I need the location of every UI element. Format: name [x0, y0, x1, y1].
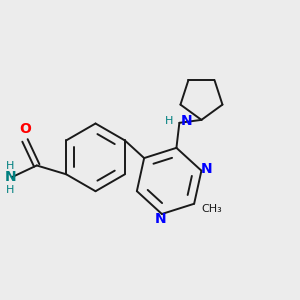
Text: H: H [6, 161, 14, 171]
Text: H: H [6, 184, 14, 195]
Text: H: H [164, 116, 173, 126]
Text: N: N [181, 114, 193, 128]
Text: N: N [201, 162, 212, 176]
Text: N: N [155, 212, 167, 226]
Text: CH₃: CH₃ [201, 204, 222, 214]
Text: O: O [19, 122, 31, 136]
Text: N: N [4, 170, 16, 184]
